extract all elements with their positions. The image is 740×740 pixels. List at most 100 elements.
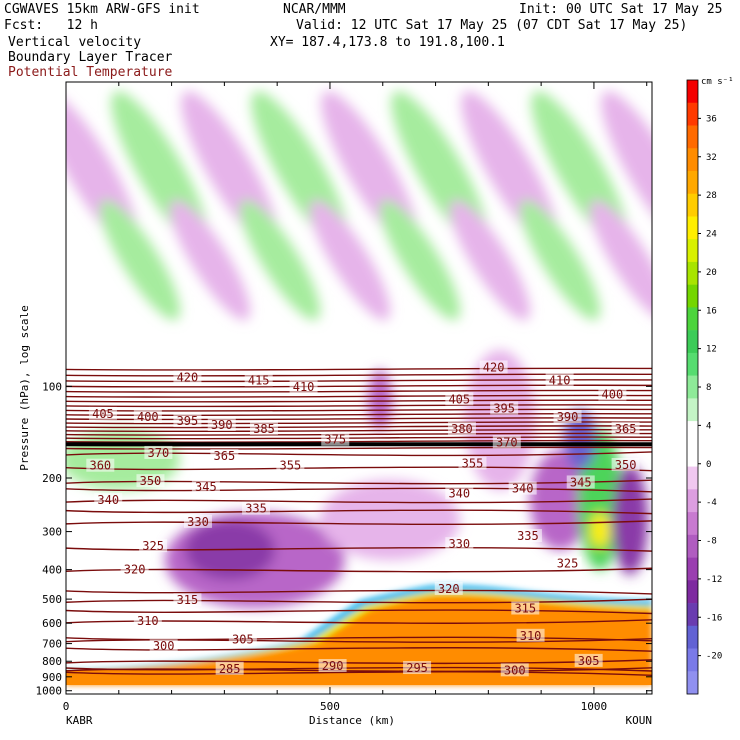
theta-contour-label: 385 (253, 422, 275, 436)
theta-contour-label: 335 (517, 529, 539, 543)
theta-contour-label: 420 (483, 360, 505, 374)
theta-contour-line (66, 439, 652, 443)
contour-label-bg (545, 373, 574, 387)
contour-label-bg (133, 613, 162, 627)
contour-label-bg (276, 458, 305, 472)
colorbar-swatch (687, 125, 698, 149)
theta-contour-line (66, 451, 652, 457)
contour-label-bg (574, 653, 603, 667)
theta-contour-labels: 420 415 410 405 400 395 390 385 375 370 365 360 355 3… (86, 360, 640, 677)
forecast-hour: Fcst: 12 h (4, 18, 98, 33)
theta-contour-label: 325 (142, 539, 164, 553)
descent-region (612, 465, 648, 575)
descent-region (320, 480, 460, 560)
theta-contour-label: 290 (322, 659, 344, 673)
theta-contour-line (66, 509, 652, 515)
theta-contour-line (66, 667, 652, 672)
velocity-band (601, 91, 652, 249)
theta-contour-label: 345 (570, 475, 592, 489)
contour-label-bg (447, 421, 476, 435)
theta-contour-line (66, 636, 652, 642)
right-station-label: KOUN (626, 714, 653, 727)
theta-contour-label: 405 (448, 392, 470, 406)
contour-label-bg (191, 479, 220, 493)
theta-contour-line (66, 498, 652, 504)
colorbar-swatch (687, 284, 698, 308)
velocity-band (169, 199, 251, 321)
contour-label-bg (508, 481, 537, 495)
contour-label-bg (215, 661, 244, 675)
theta-contour-label: 370 (148, 446, 170, 460)
colorbar-tick-label: -12 (706, 575, 722, 585)
institution-label: NCAR/MMM (283, 2, 346, 17)
init-time: Init: 00 UTC Sat 17 May 25 (519, 2, 723, 17)
contour-label-bg (207, 418, 236, 432)
theta-contour-label: 410 (549, 373, 571, 387)
theta-contour-line (66, 546, 652, 552)
colorbar-tick-label: 16 (706, 306, 717, 316)
theta-contour-label: 400 (602, 388, 624, 402)
theta-contour-label: 360 (89, 459, 111, 473)
theta-contour-label: 365 (214, 449, 236, 463)
colorbar-tick-label: 4 (706, 421, 711, 431)
colorbar-swatch (687, 443, 698, 467)
colorbar-tick-label: 28 (706, 191, 717, 201)
theta-contour-label: 355 (462, 457, 484, 471)
contour-label-bg (445, 392, 474, 406)
theta-contour-label: 310 (137, 614, 159, 628)
colorbar-swatch (687, 193, 698, 217)
contour-label-bg (86, 458, 115, 472)
colorbar-tick-label: 20 (706, 268, 717, 278)
velocity-band (519, 199, 601, 321)
theta-contour-label: 285 (219, 662, 241, 676)
theta-contour-line (66, 399, 652, 403)
colorbar-swatch (687, 466, 698, 490)
theta-contour-label: 305 (578, 654, 600, 668)
colorbar-swatch (687, 330, 698, 354)
theta-contour-label: 415 (248, 373, 270, 387)
theta-contour-line (66, 425, 652, 429)
theta-contour-label: 390 (557, 410, 579, 424)
contour-label-bg (553, 556, 582, 570)
theta-contour-line (66, 446, 652, 450)
contour-label-bg (598, 387, 627, 401)
y-tick-label: 1000 (36, 685, 63, 698)
colorbar-swatch (687, 170, 698, 195)
contour-label-bg (133, 409, 162, 423)
theta-contour-label: 340 (448, 486, 470, 500)
theta-contour-line (66, 671, 652, 677)
theta-contour-label: 405 (92, 407, 114, 421)
contour-label-bg (244, 373, 273, 387)
contour-label-bg (249, 421, 278, 435)
contour-label-bg (136, 474, 165, 488)
theta-contour-label: 340 (512, 482, 534, 496)
contour-label-bg (513, 529, 542, 543)
velocity-band (309, 199, 391, 321)
contour-label-bg (403, 661, 432, 675)
contour-label-bg (611, 457, 640, 471)
theta-contour-label: 325 (557, 557, 579, 571)
colorbar-tick-label: 8 (706, 383, 711, 393)
colorbar-swatch (687, 534, 698, 558)
y-axis-label: Pressure (hPa), log scale (18, 305, 31, 471)
colorbar-tick-label: 32 (706, 153, 717, 163)
ascent-core (590, 512, 610, 548)
theta-contour-label: 390 (211, 418, 233, 432)
theta-contour-label: 350 (140, 474, 162, 488)
colorbar-swatch (687, 625, 698, 649)
valid-time: Valid: 12 UTC Sat 17 May 25 (07 CDT Sat … (296, 18, 688, 33)
colorbar-unit: cm s⁻¹ (701, 77, 734, 87)
theta-contour-label: 315 (514, 602, 536, 616)
contour-label-bg (228, 632, 257, 646)
contour-label-bg (144, 445, 173, 459)
y-tick-label: 900 (42, 671, 62, 684)
colorbar-swatch (687, 80, 698, 104)
colorbar-tick-label: 24 (706, 230, 717, 240)
contour-label-bg (139, 539, 168, 553)
theta-contour-label: 315 (177, 593, 199, 607)
theta-contour-line (66, 436, 652, 440)
colorbar-swatch (687, 216, 698, 240)
contour-label-bg (511, 601, 540, 615)
theta-contour-label: 345 (195, 480, 217, 494)
